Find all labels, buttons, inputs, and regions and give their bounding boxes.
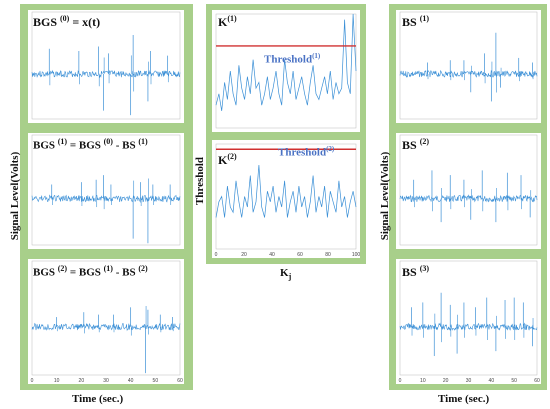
x-tick-label: 0 [215, 252, 218, 258]
label-bs-2: BS (2) [402, 137, 430, 152]
label-k-1: K(1) [218, 14, 237, 29]
x-tick-label: 20 [443, 378, 449, 384]
plot-bgs-1-svg [31, 134, 181, 246]
plot-k-1-svg [215, 13, 357, 129]
plot-frame [399, 260, 538, 376]
x-tick-label: 10 [54, 378, 60, 384]
threshold-label-1: Threshold(1) [264, 52, 321, 66]
plot-bs-3: 0 10 20 30 40 50 60 [396, 259, 541, 384]
label-bgs-0: BGS (0) = x(t) [33, 14, 101, 29]
plot-frame [31, 134, 181, 246]
plot-frame [399, 134, 538, 246]
signal-noise-line [399, 194, 538, 203]
signal-noise-line [31, 194, 181, 203]
middle-y-axis-title: Threshold [194, 156, 206, 206]
plot-frame [31, 260, 181, 376]
x-tick-label: 50 [153, 378, 159, 384]
x-tick-label: 40 [489, 378, 495, 384]
plot-bs-2 [396, 133, 541, 249]
x-tick-label: 60 [177, 378, 183, 384]
signal-noise-line [31, 322, 181, 332]
x-tick-label: 30 [466, 378, 472, 384]
plot-frame [215, 143, 357, 250]
x-tick-label: 10 [420, 378, 426, 384]
signal-noise-line [31, 69, 181, 79]
x-tick-label: 30 [103, 378, 109, 384]
x-tick-label: 40 [128, 378, 134, 384]
plot-bgs-2: 0 10 20 30 40 50 60 [28, 259, 184, 384]
x-tick-label: 20 [79, 378, 85, 384]
x-tick-label: 100 [352, 252, 361, 258]
kurtosis-line [215, 13, 357, 111]
plot-k-2: 0 20 40 60 80 100 [212, 140, 360, 258]
signal-noise-line [399, 69, 538, 79]
plot-frame [31, 11, 181, 120]
x-tick-label: 0 [31, 378, 34, 384]
label-k-2: K(2) [218, 152, 237, 167]
signal-noise-line [399, 322, 538, 332]
plot-bs-1-svg [399, 11, 538, 120]
kurtosis-line [215, 164, 357, 218]
x-tick-label: 80 [325, 252, 331, 258]
plot-k-1 [212, 10, 360, 132]
label-bgs-1: BGS (1) = BGS (0) - BS (1) [33, 137, 148, 152]
x-tick-label: 0 [399, 378, 402, 384]
plot-bgs-2-svg: 0 10 20 30 40 50 60 [31, 260, 183, 384]
label-bgs-2: BGS (2) = BGS (1) - BS (2) [33, 264, 148, 279]
x-tick-label: 50 [511, 378, 517, 384]
right-x-axis-title: Time (sec.) [438, 393, 490, 405]
middle-x-axis-title: Kj [280, 267, 292, 282]
plot-bs-2-svg [399, 134, 538, 246]
left-y-axis-title: Signal Level(Volts) [9, 151, 21, 241]
plot-bgs-0-svg [31, 11, 181, 120]
x-tick-label: 60 [534, 378, 540, 384]
x-tick-label: 40 [269, 252, 275, 258]
x-tick-label: 60 [297, 252, 303, 258]
plot-k-2-svg: 0 20 40 60 80 100 [215, 143, 361, 258]
plot-bs-3-svg: 0 10 20 30 40 50 60 [399, 260, 540, 384]
label-bs-1: BS (1) [402, 14, 430, 29]
threshold-label-2: Threshold(2) [278, 145, 335, 159]
plot-bs-1 [396, 10, 541, 123]
label-bs-3: BS (3) [402, 264, 430, 279]
left-x-axis-title: Time (sec.) [72, 393, 124, 405]
right-y-axis-title: Signal Level(Volts) [379, 151, 391, 241]
plot-frame [399, 11, 538, 120]
plot-bgs-0 [28, 10, 184, 123]
x-tick-label: 20 [241, 252, 247, 258]
plot-bgs-1 [28, 133, 184, 249]
